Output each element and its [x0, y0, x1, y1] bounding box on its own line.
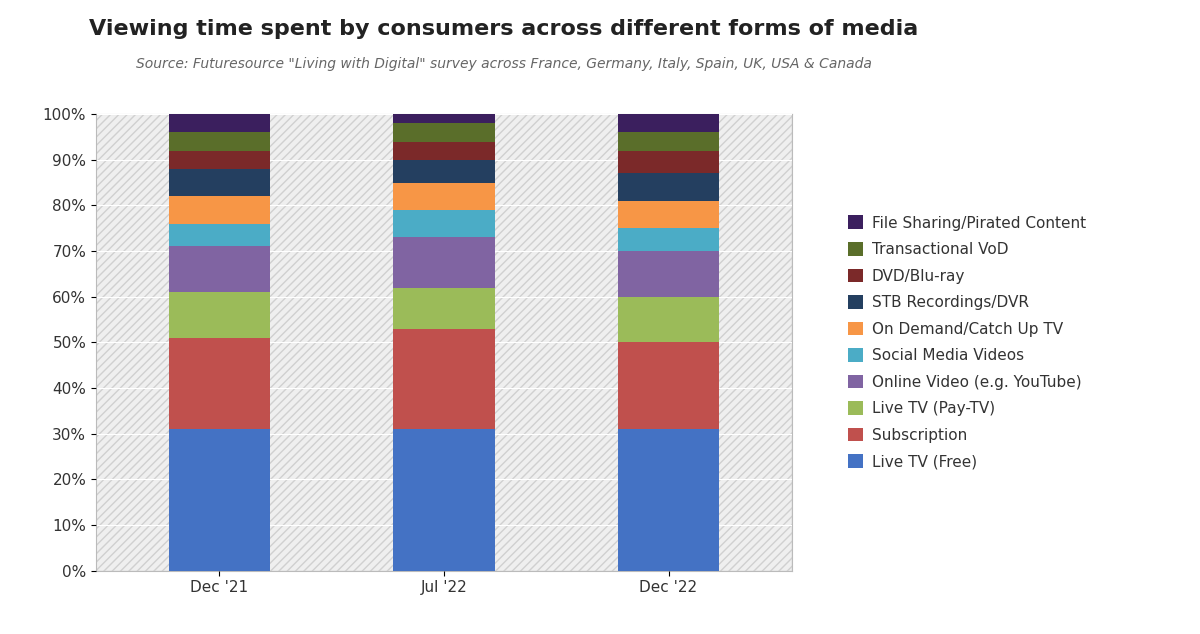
Bar: [618, 151, 719, 174]
Bar: [96, 114, 792, 571]
Bar: [618, 251, 719, 297]
Bar: [394, 160, 494, 183]
Bar: [394, 114, 494, 123]
Bar: [394, 237, 494, 288]
Bar: [169, 247, 270, 292]
Bar: [394, 183, 494, 210]
Bar: [394, 328, 494, 429]
Bar: [618, 342, 719, 429]
Bar: [169, 338, 270, 429]
Bar: [394, 141, 494, 160]
Bar: [169, 429, 270, 571]
Legend: File Sharing/Pirated Content, Transactional VoD, DVD/Blu-ray, STB Recordings/DVR: File Sharing/Pirated Content, Transactio…: [841, 209, 1092, 476]
Bar: [169, 197, 270, 224]
Bar: [169, 292, 270, 338]
Text: Source: Futuresource "Living with Digital" survey across France, Germany, Italy,: Source: Futuresource "Living with Digita…: [136, 57, 872, 71]
Bar: [618, 228, 719, 251]
Bar: [169, 169, 270, 197]
Bar: [618, 297, 719, 342]
Bar: [394, 429, 494, 571]
Bar: [618, 429, 719, 571]
Bar: [618, 174, 719, 201]
Bar: [169, 133, 270, 151]
Bar: [394, 288, 494, 328]
Text: Viewing time spent by consumers across different forms of media: Viewing time spent by consumers across d…: [89, 19, 919, 39]
Bar: [394, 210, 494, 237]
Bar: [169, 224, 270, 247]
Bar: [169, 114, 270, 133]
Bar: [618, 201, 719, 228]
Bar: [618, 114, 719, 133]
Bar: [169, 151, 270, 169]
Bar: [394, 123, 494, 141]
Bar: [618, 133, 719, 151]
